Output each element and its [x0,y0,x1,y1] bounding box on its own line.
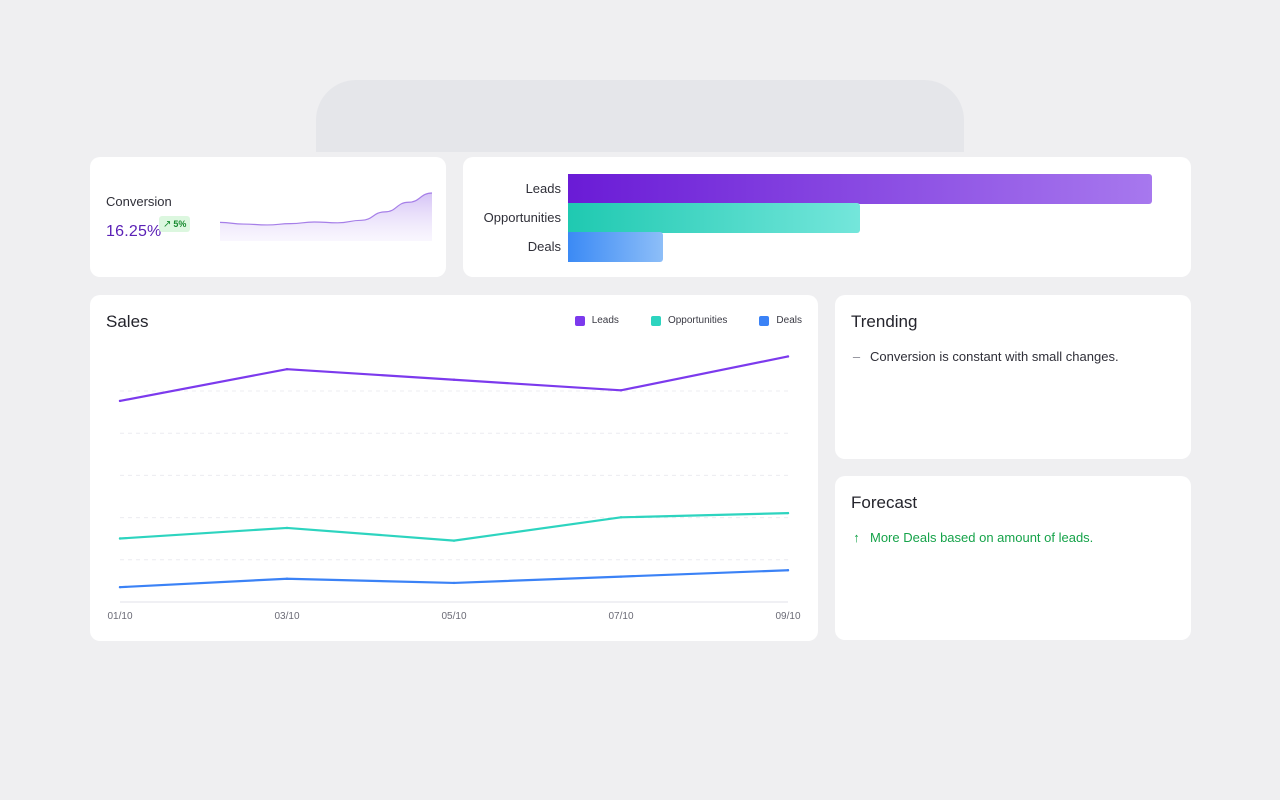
legend-item-opportunities[interactable]: Opportunities [650,315,728,326]
data-point-deals [118,585,122,589]
x-tick-label: 09/10 [775,611,800,622]
data-point-opportunities [285,526,289,530]
funnel-card: Leads Opportunities Deals [463,157,1191,277]
funnel-row-deals: Deals [463,232,1191,262]
legend-item-deals[interactable]: Deals [759,315,802,326]
legend-item-leads[interactable]: Leads [574,315,619,326]
conversion-value: 16.25% [106,223,162,240]
funnel-bar-opportunities[interactable] [568,203,860,233]
trending-text: Conversion is constant with small change… [870,349,1119,364]
series-line-deals [118,569,790,589]
forecast-title: Forecast [851,493,918,512]
data-point-deals [285,577,289,580]
legend-swatch-leads [574,315,585,326]
top-tab-placeholder [316,80,964,152]
sparkline-line [220,192,432,226]
conversion-change-badge: ↗ 5% [159,216,191,232]
data-point-deals [786,569,790,572]
sales-title: Sales [106,312,149,331]
data-point-opportunities [118,537,122,540]
data-point-opportunities [619,516,623,519]
x-tick-label: 05/10 [441,611,466,622]
forecast-card: Forecast ↑ More Deals based on amount of… [835,476,1191,640]
data-point-leads [452,378,456,381]
forecast-text: More Deals based on amount of leads. [870,530,1094,545]
legend-label-leads: Leads [591,315,619,326]
sales-line-chart: 01/10 03/10 05/10 07/10 09/10 [107,355,801,622]
funnel-bar-deals[interactable] [568,232,663,262]
sparkline-area [220,193,432,241]
dash-icon: – [852,349,861,364]
funnel-row-leads: Leads [463,174,1191,204]
data-point-deals [452,581,456,585]
data-point-leads [619,389,623,392]
legend-swatch-opportunities [650,315,661,326]
trending-title: Trending [851,312,918,331]
data-point-leads [118,399,122,403]
x-tick-label: 07/10 [608,611,633,622]
conversion-label: Conversion [106,194,172,209]
forecast-note: ↑ More Deals based on amount of leads. [852,530,1093,545]
funnel-row-opportunities: Opportunities [463,203,1191,233]
legend-swatch-deals [759,315,770,326]
trending-note: – Conversion is constant with small chan… [852,349,1119,364]
data-point-opportunities [452,539,456,542]
conversion-change-value: 5% [173,219,187,229]
data-point-leads [285,367,289,371]
arrow-up-right-icon: ↗ [163,218,172,230]
legend-label-deals: Deals [776,315,802,326]
data-point-deals [619,575,623,578]
sales-card: 01/10 03/10 05/10 07/10 09/10 Sales Leads Op… [90,295,818,641]
x-tick-label: 01/10 [107,611,132,622]
funnel-bar-leads[interactable] [568,174,1152,204]
x-tick-label: 03/10 [274,611,299,622]
trending-card: Trending – Conversion is constant with s… [835,295,1191,459]
series-line-opportunities [118,512,790,542]
funnel-label-opportunities: Opportunities [483,210,561,225]
data-point-leads [786,355,790,358]
data-point-opportunities [786,511,790,515]
funnel-label-leads: Leads [525,181,561,196]
sales-legend: Leads Opportunities Deals [574,315,802,326]
funnel-label-deals: Deals [527,239,561,254]
conversion-sparkline [220,192,432,241]
arrow-up-icon: ↑ [853,530,860,545]
legend-label-opportunities: Opportunities [667,315,728,326]
conversion-card: Conversion 16.25% ↗ 5% [90,157,446,277]
